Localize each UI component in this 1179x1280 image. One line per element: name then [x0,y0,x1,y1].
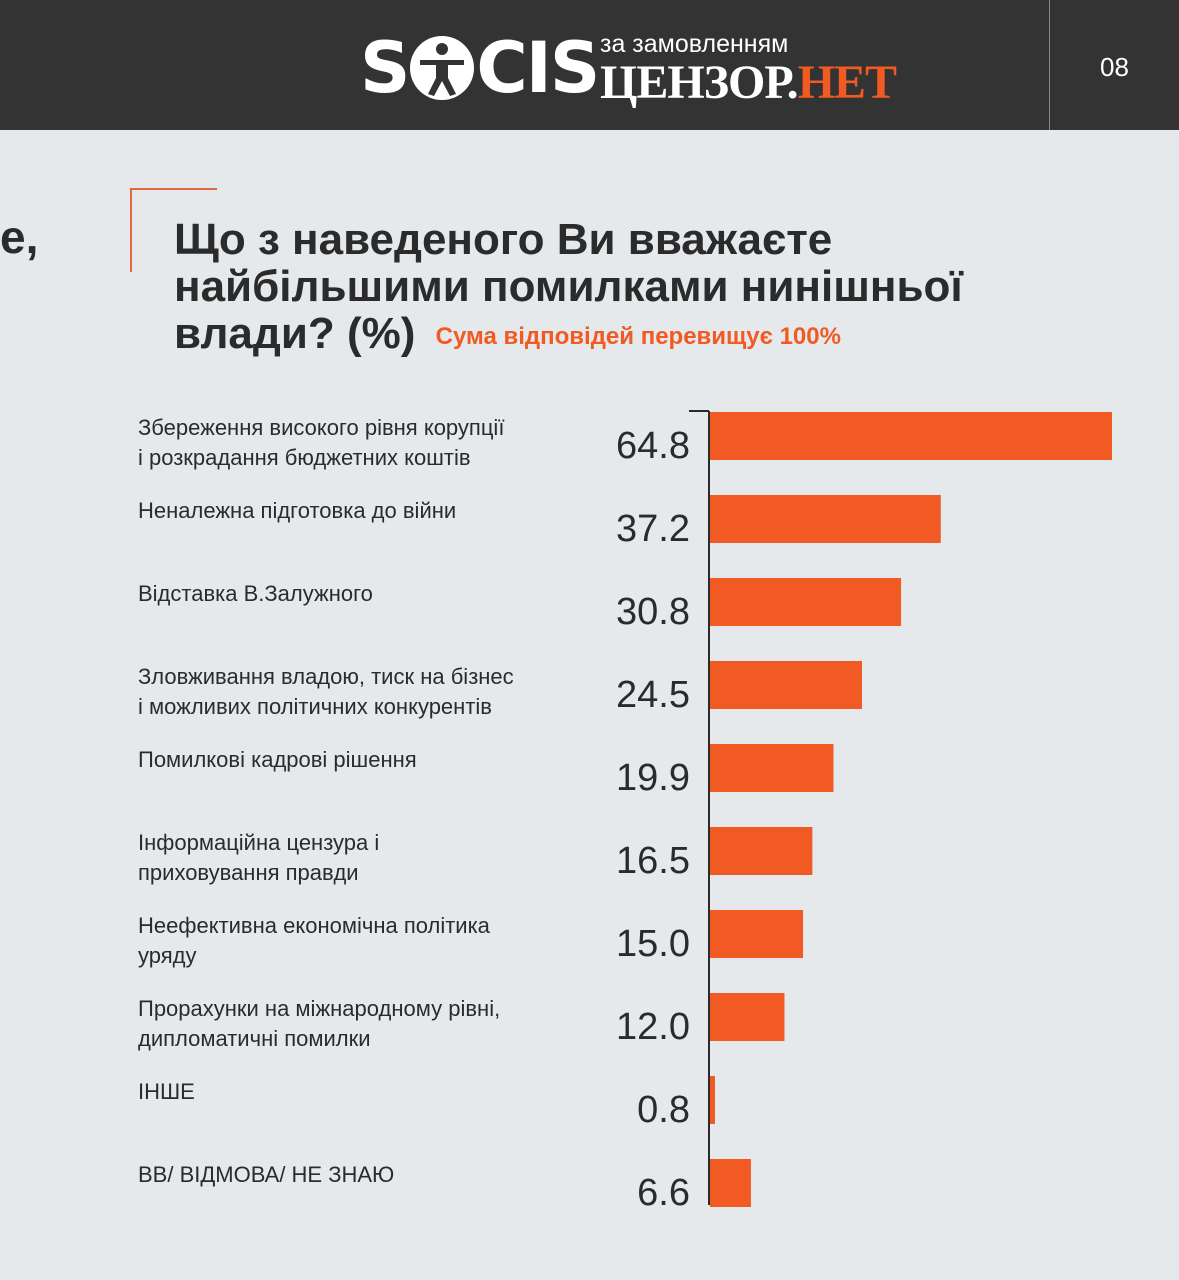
chart-title: Що з наведеного Ви вважаєте найбільшими … [174,215,963,358]
category-label-1: Неналежна підготовка до війни [138,498,456,523]
value-label-8: 0.8 [637,1089,690,1131]
previous-slide-fragment: е, [0,211,39,263]
socis-logo-text-right: CIS [476,26,600,109]
sponsor-name-part2: НЕТ [797,56,897,109]
category-label-4-line-0: Помилкові кадрові рішення [138,747,417,772]
sponsor-name-part1: ЦЕНЗОР. [600,56,799,109]
category-label-9-line-0: ВВ/ ВІДМОВА/ НЕ ЗНАЮ [138,1162,394,1187]
title-accent-corner [130,188,217,272]
category-label-7-line-0: Прорахунки на міжнародному рівні, [138,996,500,1021]
category-label-0-line-1: і розкрадання бюджетних коштів [138,445,471,470]
category-label-2-line-0: Відставка В.Залужного [138,581,373,606]
sponsor-prefix: за замовленням [600,30,789,58]
bar-4 [710,744,834,792]
bar-8 [710,1076,715,1124]
value-label-4: 19.9 [616,757,690,799]
bar-7 [710,993,785,1041]
category-label-3-line-1: і можливих політичних конкурентів [138,694,492,719]
bar-5 [710,827,813,875]
value-label-2: 30.8 [616,591,690,633]
category-label-7-line-1: дипломатичні помилки [138,1026,371,1051]
chart-subtitle: Сума відповідей перевищує 100% [435,323,841,350]
value-label-6: 15.0 [616,923,690,965]
bar-1 [710,495,941,543]
category-label-7: Прорахунки на міжнародному рівні, диплома… [138,996,500,1051]
chart-title-block: Що з наведеного Ви вважаєте найбільшими … [174,216,1034,360]
sponsor-logo: ЦЕНЗОР.НЕТ [600,56,897,109]
socis-logo-text-left: S [360,26,410,109]
value-label-1: 37.2 [616,508,690,550]
category-label-6-line-0: Неефективна економічна політика [138,913,491,938]
category-label-6-line-1: уряду [138,943,197,968]
category-label-0-line-0: Збереження високого рівня корупції [138,415,504,440]
page-number: 08 [1100,52,1129,82]
category-label-5-line-0: Інформаційна цензура і [138,830,379,855]
category-label-3-line-0: Зловживання владою, тиск на бізнес [138,664,514,689]
category-label-9: ВВ/ ВІДМОВА/ НЕ ЗНАЮ [138,1162,394,1187]
category-label-4: Помилкові кадрові рішення [138,747,417,772]
sponsor-block: за замовленням ЦЕНЗОР.НЕТ [600,30,897,109]
category-label-2: Відставка В.Залужного [138,581,373,606]
bar-2 [710,578,902,626]
value-label-0: 64.8 [616,425,690,467]
category-label-5-line-1: приховування правди [138,860,359,885]
header-divider [1049,0,1050,130]
value-label-9: 6.6 [637,1172,690,1214]
category-label-3: Зловживання владою, тиск на бізнес і можл… [138,664,514,719]
bar-3 [710,661,862,709]
header-bar: S CIS за замовленням ЦЕНЗОР.НЕТ 08 [0,0,1179,130]
value-label-5: 16.5 [616,840,690,882]
bar-9 [710,1159,751,1207]
vitruvian-man-icon [410,35,475,100]
bar-6 [710,910,804,958]
value-label-3: 24.5 [616,674,690,716]
bar-0 [710,412,1112,460]
category-label-8: ІНШЕ [138,1079,195,1104]
category-label-0: Збереження високого рівня корупції і розк… [138,415,504,470]
category-label-5: Інформаційна цензура і приховування правд… [138,830,379,885]
category-label-8-line-0: ІНШЕ [138,1079,195,1104]
value-label-7: 12.0 [616,1006,690,1048]
socis-logo: S CIS [360,26,600,109]
category-label-1-line-0: Неналежна підготовка до війни [138,498,456,523]
category-label-6: Неефективна економічна політика уряду [138,913,491,968]
